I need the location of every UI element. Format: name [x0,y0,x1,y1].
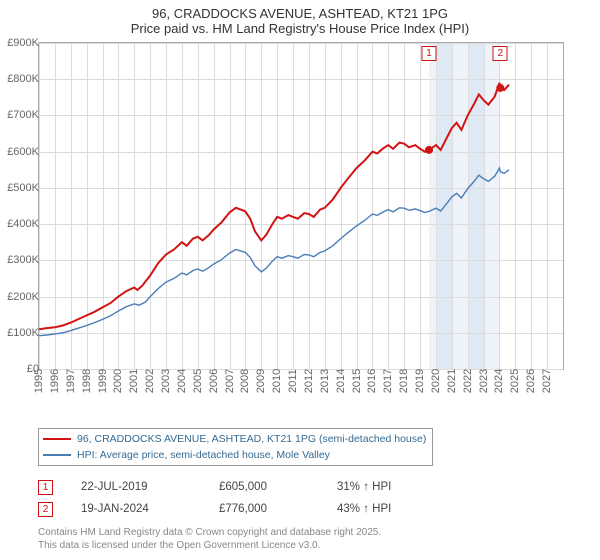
series-svg [39,43,563,369]
sale-hpi: 43% ↑ HPI [337,498,391,520]
sale-dot [496,84,504,92]
xtick-label: 2025 [509,369,521,393]
legend-swatch [43,454,71,455]
xtick-label: 2005 [192,369,204,393]
xtick-label: 1997 [65,369,77,393]
xtick-label: 2026 [525,369,537,393]
ytick-label: £300K [7,254,39,266]
ytick-label: £700K [7,109,39,121]
sale-price: £605,000 [219,476,309,498]
sale-row: 2 19-JAN-2024 £776,000 43% ↑ HPI [38,498,600,520]
xtick-label: 2012 [303,369,315,393]
sale-dot [425,146,433,154]
chart-container: 96, CRADDOCKS AVENUE, ASHTEAD, KT21 1PG … [0,0,600,552]
series-price_paid [39,83,509,329]
title-subtitle: Price paid vs. HM Land Registry's House … [0,21,600,36]
sale-marker-box: 2 [493,46,508,61]
xtick-label: 2003 [160,369,172,393]
xtick-label: 1998 [81,369,93,393]
xtick-label: 2006 [208,369,220,393]
series-hpi [39,168,509,336]
xtick-label: 2024 [493,369,505,393]
xtick-label: 2004 [176,369,188,393]
xtick-label: 2010 [271,369,283,393]
plot-region: £0£100K£200K£300K£400K£500K£600K£700K£80… [38,42,564,370]
footer-line-1: Contains HM Land Registry data © Crown c… [38,526,600,539]
xtick-label: 2007 [224,369,236,393]
legend-item: 96, CRADDOCKS AVENUE, ASHTEAD, KT21 1PG … [43,431,426,447]
chart-area: £0£100K£200K£300K£400K£500K£600K£700K£80… [6,38,566,408]
xtick-label: 2027 [541,369,553,393]
ytick-label: £200K [7,291,39,303]
sale-date: 19-JAN-2024 [81,498,191,520]
xtick-label: 2001 [128,369,140,393]
legend-label: HPI: Average price, semi-detached house,… [77,447,330,463]
xtick-label: 2009 [255,369,267,393]
xtick-label: 2016 [366,369,378,393]
legend-item: HPI: Average price, semi-detached house,… [43,447,426,463]
ytick-label: £800K [7,73,39,85]
xtick-label: 2002 [144,369,156,393]
xtick-label: 2022 [462,369,474,393]
ytick-label: £600K [7,146,39,158]
xtick-label: 2023 [478,369,490,393]
ytick-label: £900K [7,37,39,49]
xtick-label: 2014 [335,369,347,393]
xtick-label: 2021 [446,369,458,393]
xtick-label: 1999 [97,369,109,393]
sale-row-marker: 2 [38,502,53,517]
xtick-label: 2017 [382,369,394,393]
xtick-label: 2008 [239,369,251,393]
sale-hpi: 31% ↑ HPI [337,476,391,498]
title-address: 96, CRADDOCKS AVENUE, ASHTEAD, KT21 1PG [0,6,600,21]
title-block: 96, CRADDOCKS AVENUE, ASHTEAD, KT21 1PG … [0,0,600,38]
xtick-label: 2020 [430,369,442,393]
legend-swatch [43,438,71,440]
sale-date: 22-JUL-2019 [81,476,191,498]
legend-label: 96, CRADDOCKS AVENUE, ASHTEAD, KT21 1PG … [77,431,426,447]
xtick-label: 2015 [351,369,363,393]
xtick-label: 1995 [33,369,45,393]
ytick-label: £500K [7,182,39,194]
footer: Contains HM Land Registry data © Crown c… [38,526,600,552]
xtick-label: 2000 [112,369,124,393]
footer-line-2: This data is licensed under the Open Gov… [38,539,600,552]
ytick-label: £100K [7,327,39,339]
legend: 96, CRADDOCKS AVENUE, ASHTEAD, KT21 1PG … [38,428,433,466]
sale-row-marker: 1 [38,480,53,495]
xtick-label: 1996 [49,369,61,393]
sale-marker-box: 1 [421,46,436,61]
xtick-label: 2013 [319,369,331,393]
ytick-label: £400K [7,218,39,230]
sale-price: £776,000 [219,498,309,520]
xtick-label: 2011 [287,369,299,393]
xtick-label: 2018 [398,369,410,393]
xtick-label: 2019 [414,369,426,393]
sale-rows: 1 22-JUL-2019 £605,000 31% ↑ HPI 2 19-JAN-202… [38,476,600,520]
sale-row: 1 22-JUL-2019 £605,000 31% ↑ HPI [38,476,600,498]
